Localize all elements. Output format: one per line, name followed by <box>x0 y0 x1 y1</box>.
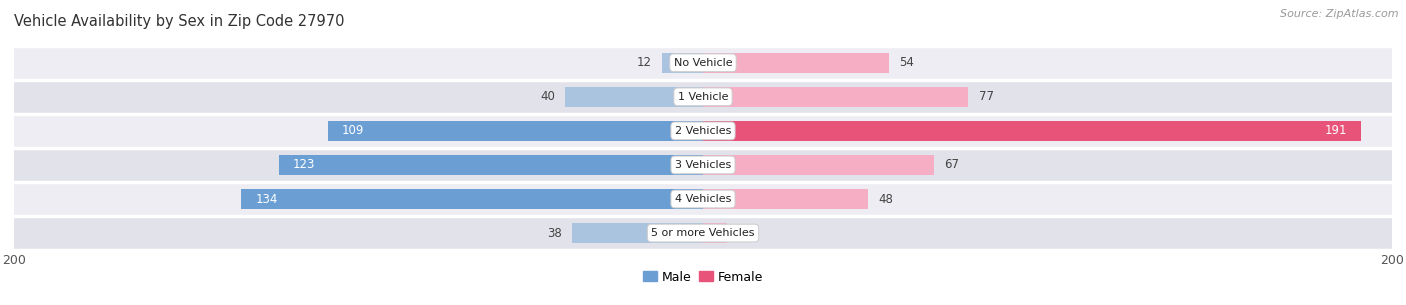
Bar <box>703 189 869 209</box>
Bar <box>703 87 969 107</box>
Bar <box>14 46 1392 80</box>
Bar <box>572 223 703 243</box>
Text: 3 Vehicles: 3 Vehicles <box>675 160 731 170</box>
Bar <box>703 223 727 243</box>
Bar <box>14 80 1392 114</box>
Bar <box>703 121 1361 141</box>
Bar <box>14 216 1392 250</box>
Text: 38: 38 <box>547 227 562 239</box>
Text: 5 or more Vehicles: 5 or more Vehicles <box>651 228 755 238</box>
Bar <box>242 189 703 209</box>
Text: 191: 191 <box>1324 124 1347 137</box>
Text: Vehicle Availability by Sex in Zip Code 27970: Vehicle Availability by Sex in Zip Code … <box>14 14 344 29</box>
Bar <box>565 87 703 107</box>
Text: 40: 40 <box>540 90 555 103</box>
Bar <box>280 155 703 175</box>
Text: 109: 109 <box>342 124 364 137</box>
Text: 48: 48 <box>879 192 894 206</box>
Bar <box>14 148 1392 182</box>
Text: 77: 77 <box>979 90 994 103</box>
Bar <box>703 155 934 175</box>
Text: 2 Vehicles: 2 Vehicles <box>675 126 731 136</box>
Text: Source: ZipAtlas.com: Source: ZipAtlas.com <box>1281 9 1399 19</box>
Text: 1 Vehicle: 1 Vehicle <box>678 92 728 102</box>
Legend: Male, Female: Male, Female <box>638 266 768 289</box>
Text: 54: 54 <box>900 56 914 69</box>
Text: 134: 134 <box>254 192 277 206</box>
Bar <box>703 53 889 73</box>
Text: 12: 12 <box>637 56 651 69</box>
Text: No Vehicle: No Vehicle <box>673 58 733 68</box>
Bar <box>14 182 1392 216</box>
Text: 4 Vehicles: 4 Vehicles <box>675 194 731 204</box>
Bar <box>328 121 703 141</box>
Text: 67: 67 <box>945 159 959 171</box>
Bar <box>14 114 1392 148</box>
Text: 7: 7 <box>738 227 745 239</box>
Bar <box>662 53 703 73</box>
Text: 123: 123 <box>292 159 315 171</box>
